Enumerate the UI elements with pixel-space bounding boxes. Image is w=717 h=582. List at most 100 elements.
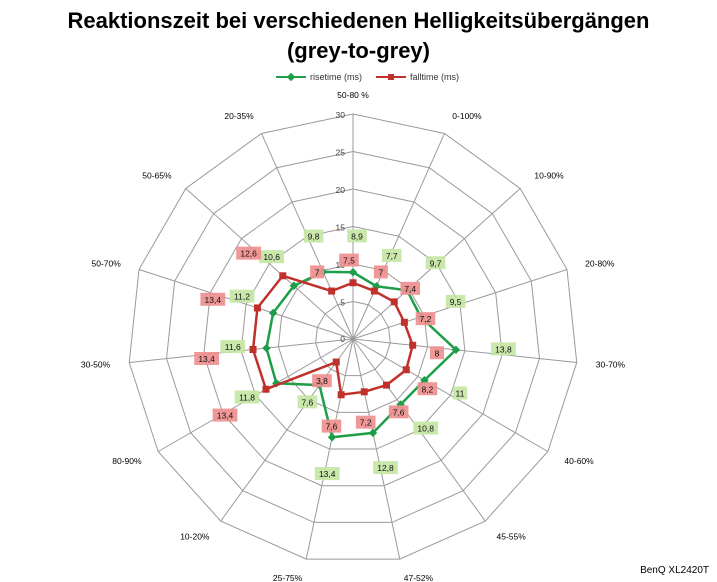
data-point (383, 381, 391, 389)
legend-label-risetime: risetime (ms) (310, 72, 362, 82)
data-label: 9,7 (430, 258, 442, 268)
grid-ring (277, 263, 429, 413)
category-label: 50-65% (142, 171, 172, 181)
data-label-box (259, 250, 285, 264)
data-point (402, 366, 410, 374)
data-point (279, 272, 287, 280)
grid-spoke (305, 338, 354, 560)
watermark: BenQ XL2420T (640, 565, 709, 576)
category-label: 25-75% (273, 573, 303, 582)
grid-spoke (138, 268, 354, 340)
data-point (328, 287, 336, 295)
category-label: 80-90% (112, 456, 142, 466)
grid-spoke (352, 338, 401, 560)
data-label: 11 (456, 388, 465, 398)
category-label: 10-90% (534, 171, 564, 181)
grid-ring (315, 300, 391, 377)
data-point (262, 343, 271, 353)
grid-spoke (185, 188, 354, 340)
grid-spoke (352, 338, 577, 364)
grid-ring (203, 188, 503, 487)
data-label: 7,6 (326, 422, 338, 432)
tick-label: 0 (340, 334, 345, 344)
data-point (409, 341, 417, 349)
data-point (370, 287, 378, 295)
tick-label: 30 (336, 110, 346, 120)
data-label: 13,4 (217, 411, 234, 421)
data-label-box (314, 467, 340, 481)
data-label-box (381, 248, 402, 262)
data-point (253, 304, 261, 312)
legend-swatch-falltime-icon (376, 74, 406, 80)
data-label: 13,4 (198, 354, 215, 364)
tick-label: 5 (340, 298, 345, 308)
data-label-box (415, 312, 436, 326)
data-point (360, 388, 368, 396)
grid-ring (240, 225, 466, 450)
data-label-box (212, 408, 238, 422)
data-label: 12,6 (240, 249, 257, 259)
data-label: 7,2 (420, 314, 432, 324)
data-point (327, 433, 337, 442)
grid-ring (166, 150, 540, 523)
data-label-box (194, 351, 220, 365)
category-label: 45-55% (496, 532, 526, 542)
data-label: 11,8 (239, 392, 255, 402)
tick-label: 15 (336, 223, 346, 233)
category-label: 10-20% (180, 532, 210, 542)
data-label-box (425, 256, 446, 270)
grid-spoke (352, 338, 549, 452)
category-label: 47-52% (404, 573, 434, 582)
data-label: 10,8 (417, 424, 434, 434)
data-label: 7,7 (386, 251, 398, 261)
legend-swatch-risetime-icon (276, 73, 306, 81)
data-label: 7,5 (343, 256, 355, 266)
series-line (265, 270, 458, 439)
data-label-box (373, 265, 388, 279)
data-point (348, 268, 358, 277)
data-point (289, 281, 299, 291)
data-label: 9,5 (450, 297, 462, 307)
data-point (332, 358, 340, 366)
data-point (451, 345, 461, 355)
category-label: 50-70% (92, 259, 122, 269)
data-point (349, 279, 357, 287)
data-label-box (452, 386, 468, 400)
legend-item-falltime: falltime (ms) (376, 72, 459, 82)
legend-label-falltime: falltime (ms) (410, 72, 459, 82)
data-label: 7,2 (360, 418, 372, 428)
data-label-box (220, 340, 246, 354)
data-label: 8 (435, 348, 440, 358)
data-label-box (400, 281, 421, 295)
category-label: 20-35% (224, 111, 254, 121)
data-label-box (229, 289, 255, 303)
data-label-box (347, 229, 367, 243)
data-label-box (491, 342, 516, 356)
data-label: 13,4 (205, 295, 222, 305)
data-label: 13,4 (319, 469, 336, 479)
data-label: 7,6 (301, 397, 313, 407)
grid-spoke (352, 133, 445, 340)
category-label: 40-60% (564, 456, 594, 466)
category-label: 30-50% (81, 360, 111, 370)
data-label-box (321, 419, 342, 433)
chart-title-line2: (grey-to-grey) (286, 38, 430, 63)
legend-item-risetime: risetime (ms) (276, 72, 362, 82)
data-label-box (234, 390, 260, 404)
data-label-box (417, 382, 438, 396)
data-label-box (373, 461, 398, 475)
data-label: 11,6 (225, 342, 241, 352)
data-label: 13,8 (495, 344, 512, 354)
data-point (268, 308, 278, 318)
data-label: 10,6 (263, 252, 280, 262)
data-label-box (312, 374, 332, 388)
data-label-box (339, 253, 359, 267)
chart-legend: risetime (ms) falltime (ms) (276, 72, 459, 82)
data-label: 8,2 (421, 384, 433, 394)
data-label: 7 (379, 267, 384, 277)
data-label: 12,8 (377, 463, 394, 473)
data-point (400, 318, 408, 326)
category-label: 50-80 % (337, 90, 369, 100)
data-point (337, 391, 345, 399)
